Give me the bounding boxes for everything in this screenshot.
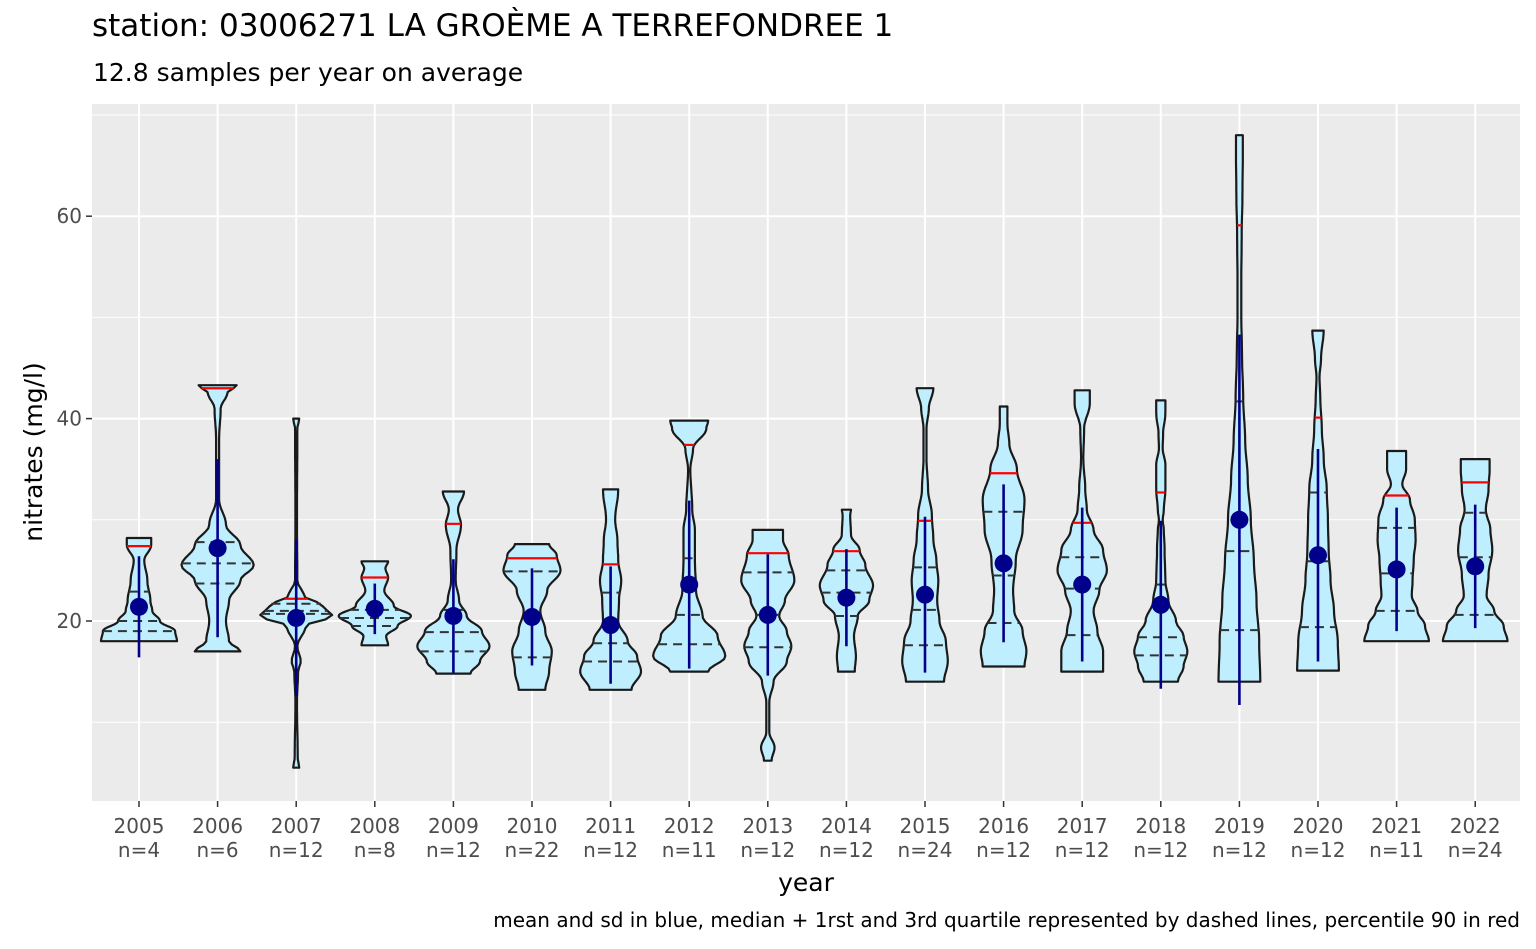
x-tick-label-year: 2019 <box>1214 814 1265 838</box>
mean-point <box>758 605 777 624</box>
violin-2010 <box>502 543 562 691</box>
x-tick-label-count: n=11 <box>662 838 717 862</box>
violin-2008 <box>337 560 412 647</box>
x-tick-label-count: n=12 <box>819 838 874 862</box>
mean-point <box>444 606 463 625</box>
y-axis-title: nitrates (mg/l) <box>19 362 48 541</box>
mean-point <box>1309 546 1327 565</box>
violin-2022 <box>1441 458 1509 643</box>
mean-point <box>1073 575 1092 594</box>
x-tick-label-year: 2020 <box>1293 814 1344 838</box>
x-tick-label-year: 2018 <box>1135 814 1186 838</box>
x-tick-label-count: n=4 <box>118 838 160 862</box>
x-tick-label-count: n=24 <box>1448 838 1503 862</box>
violin-2011 <box>579 488 643 691</box>
x-tick-label-year: 2010 <box>507 814 558 838</box>
x-tick-label-year: 2022 <box>1450 814 1501 838</box>
grid-minor <box>92 114 1520 723</box>
y-axis: 20 40 60 <box>57 204 92 633</box>
x-tick-label-year: 2012 <box>664 814 715 838</box>
violin-2020 <box>1296 329 1340 672</box>
x-tick-label-year: 2011 <box>585 814 636 838</box>
mean-point <box>1151 595 1170 614</box>
mean-point <box>130 597 148 616</box>
mean-point <box>1230 510 1249 529</box>
x-axis-title: year <box>778 868 834 897</box>
mean-point <box>523 607 541 626</box>
violin-2009 <box>416 490 491 675</box>
x-tick-label-year: 2007 <box>271 814 322 838</box>
x-tick-label-count: n=12 <box>740 838 795 862</box>
y-tick-label: 40 <box>57 407 82 431</box>
mean-point <box>208 539 227 558</box>
violin-2021 <box>1363 449 1430 643</box>
chart-caption: mean and sd in blue, median + 1rst and 3… <box>493 908 1520 932</box>
x-tick-label-count: n=12 <box>1291 838 1346 862</box>
mean-point <box>365 599 384 618</box>
x-tick-label-year: 2016 <box>978 814 1029 838</box>
y-tick-label: 20 <box>57 609 82 633</box>
x-tick-label-count: n=11 <box>1369 838 1424 862</box>
mean-point <box>601 616 620 635</box>
violin-2012 <box>652 419 727 673</box>
violin-2015 <box>901 387 949 683</box>
x-tick-label-year: 2013 <box>742 814 793 838</box>
x-tick-label-year: 2006 <box>192 814 243 838</box>
mean-point <box>287 608 306 627</box>
x-tick-label-year: 2008 <box>349 814 400 838</box>
x-axis: 2005n=42006n=62007n=122008n=82009n=12201… <box>114 801 1503 862</box>
violin-2005 <box>99 536 179 658</box>
violin-2014 <box>818 508 875 673</box>
x-tick-label-count: n=12 <box>583 838 638 862</box>
violin-2017 <box>1056 389 1108 673</box>
x-tick-label-year: 2015 <box>900 814 951 838</box>
x-tick-label-count: n=12 <box>976 838 1031 862</box>
x-tick-label-year: 2014 <box>821 814 872 838</box>
violin-2016 <box>979 405 1028 668</box>
x-tick-label-count: n=12 <box>1055 838 1110 862</box>
mean-point <box>994 554 1013 573</box>
y-tick-label: 60 <box>57 204 82 228</box>
chart-title: station: 03006271 LA GROÈME A TERREFONDR… <box>92 8 894 44</box>
x-tick-label-count: n=12 <box>1212 838 1267 862</box>
mean-point <box>1387 560 1406 579</box>
x-tick-label-year: 2021 <box>1371 814 1422 838</box>
violin-2007 <box>259 417 334 769</box>
x-tick-label-count: n=12 <box>1133 838 1188 862</box>
x-tick-label-count: n=8 <box>354 838 396 862</box>
x-tick-label-year: 2017 <box>1057 814 1108 838</box>
x-tick-label-count: n=12 <box>269 838 324 862</box>
violin-2018 <box>1133 399 1189 689</box>
x-tick-label-year: 2005 <box>114 814 165 838</box>
violin-2013 <box>740 528 796 762</box>
plot-panel <box>92 104 1520 801</box>
violin-2019 <box>1217 134 1262 705</box>
violins <box>99 134 1509 769</box>
x-tick-label-count: n=24 <box>898 838 953 862</box>
mean-point <box>837 588 856 607</box>
mean-point <box>1466 557 1485 576</box>
mean-point <box>680 575 699 594</box>
violin-2006 <box>180 384 255 653</box>
x-tick-label-count: n=6 <box>197 838 239 862</box>
chart-subtitle: 12.8 samples per year on average <box>93 58 524 87</box>
x-tick-label-count: n=12 <box>426 838 481 862</box>
mean-point <box>916 585 934 604</box>
x-tick-label-count: n=22 <box>505 838 560 862</box>
x-tick-label-year: 2009 <box>428 814 479 838</box>
